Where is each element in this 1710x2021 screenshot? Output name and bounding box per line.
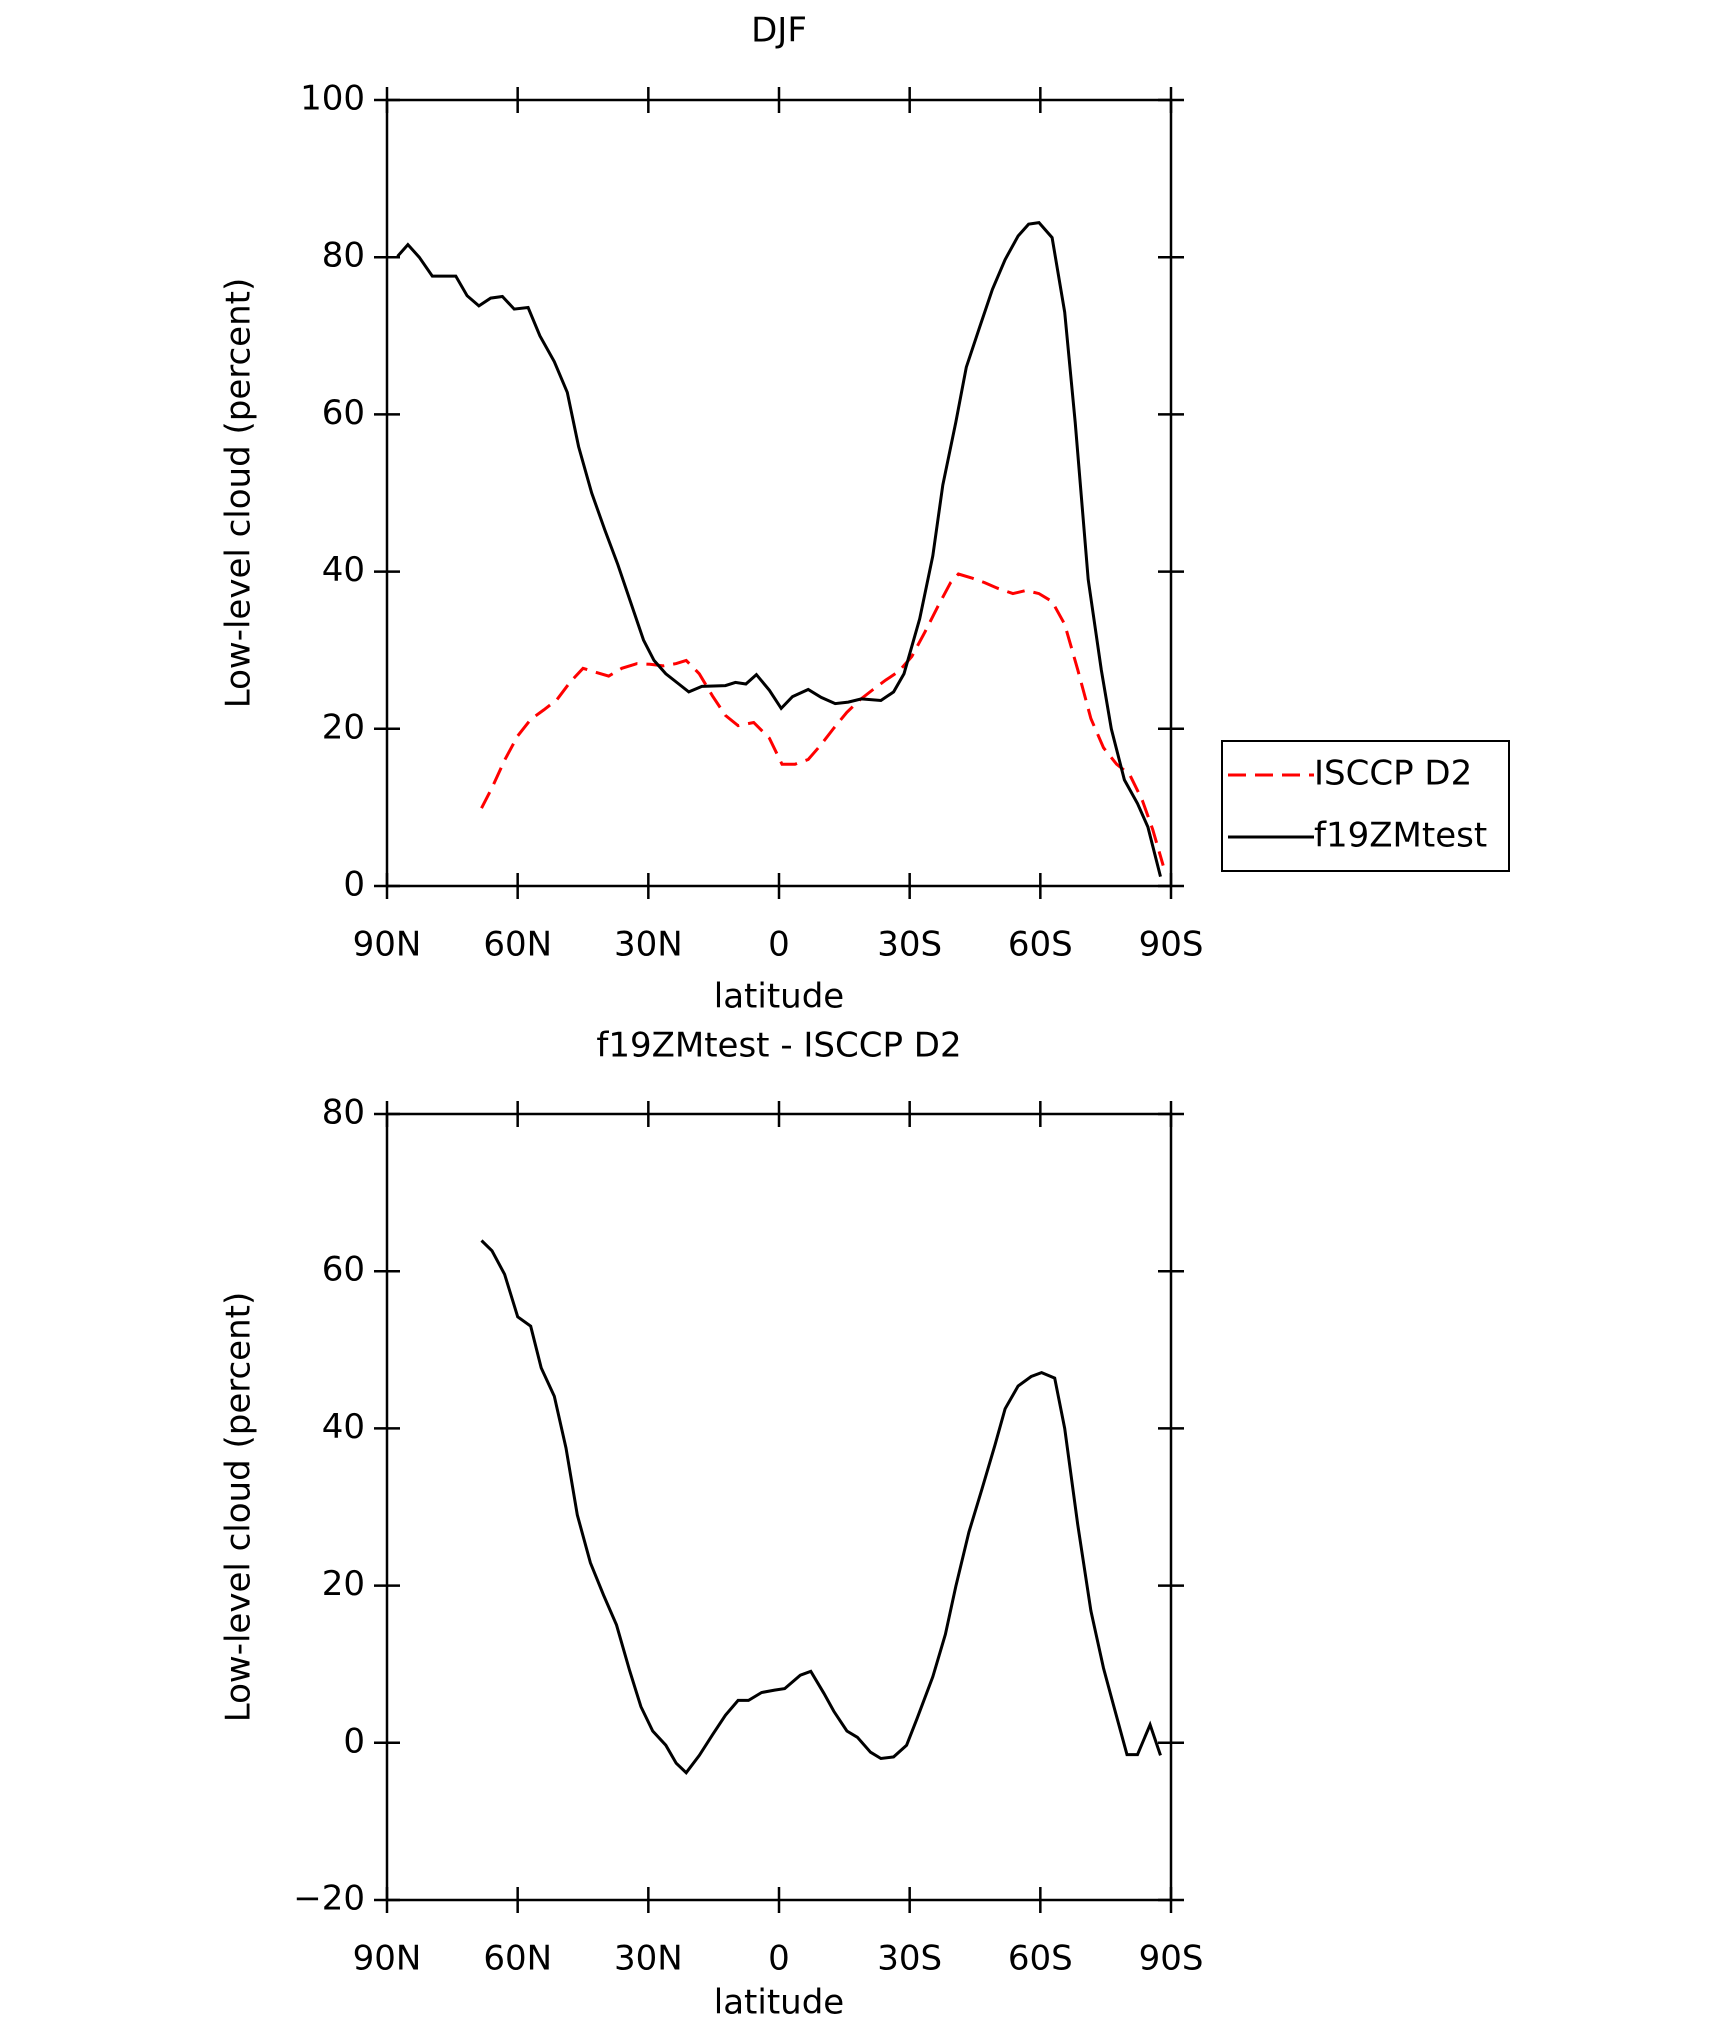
x-tick-label: 0 xyxy=(768,1939,790,1979)
y-tick-label: −20 xyxy=(293,1879,365,1919)
chart-title: f19ZMtest - ISCCP D2 xyxy=(596,1026,961,1066)
x-axis-label: latitude xyxy=(714,977,844,1017)
y-tick-label: 0 xyxy=(343,1721,365,1761)
legend-label: ISCCP D2 xyxy=(1314,754,1472,794)
x-tick-label: 60N xyxy=(483,925,552,965)
y-tick-label: 80 xyxy=(322,1093,365,1133)
data-line xyxy=(396,220,1162,877)
data-line xyxy=(480,572,1165,867)
x-tick-label: 90N xyxy=(353,1939,422,1979)
y-axis-label: Low-level cloud (percent) xyxy=(219,1292,259,1723)
plot-frame xyxy=(385,1112,1173,1902)
y-tick-label: 20 xyxy=(322,707,365,747)
x-tick-label: 0 xyxy=(768,925,790,965)
y-tick-label: 40 xyxy=(322,1407,365,1447)
y-tick-label: 60 xyxy=(322,1250,365,1290)
x-tick-label: 60S xyxy=(1008,1939,1073,1979)
x-tick-label: 90N xyxy=(353,925,422,965)
y-tick-label: 20 xyxy=(322,1564,365,1604)
x-tick-label: 30S xyxy=(877,925,942,965)
data-line xyxy=(480,1239,1162,1775)
y-axis-label: Low-level cloud (percent) xyxy=(219,278,259,709)
plot-frame xyxy=(385,98,1173,888)
y-tick-label: 0 xyxy=(343,865,365,905)
x-tick-label: 30S xyxy=(877,1939,942,1979)
chart-title: DJF xyxy=(751,11,807,51)
x-tick-label: 90S xyxy=(1139,925,1204,965)
legend-label: f19ZMtest xyxy=(1314,816,1487,856)
x-tick-label: 30N xyxy=(614,925,683,965)
y-tick-label: 60 xyxy=(322,393,365,433)
y-tick-label: 80 xyxy=(322,236,365,276)
x-tick-label: 60N xyxy=(483,1939,552,1979)
x-axis-label: latitude xyxy=(714,1983,844,2021)
y-tick-label: 100 xyxy=(300,79,365,119)
legend-box xyxy=(1221,740,1510,872)
x-tick-label: 90S xyxy=(1139,1939,1204,1979)
y-tick-label: 40 xyxy=(322,550,365,590)
x-tick-label: 30N xyxy=(614,1939,683,1979)
x-tick-label: 60S xyxy=(1008,925,1073,965)
